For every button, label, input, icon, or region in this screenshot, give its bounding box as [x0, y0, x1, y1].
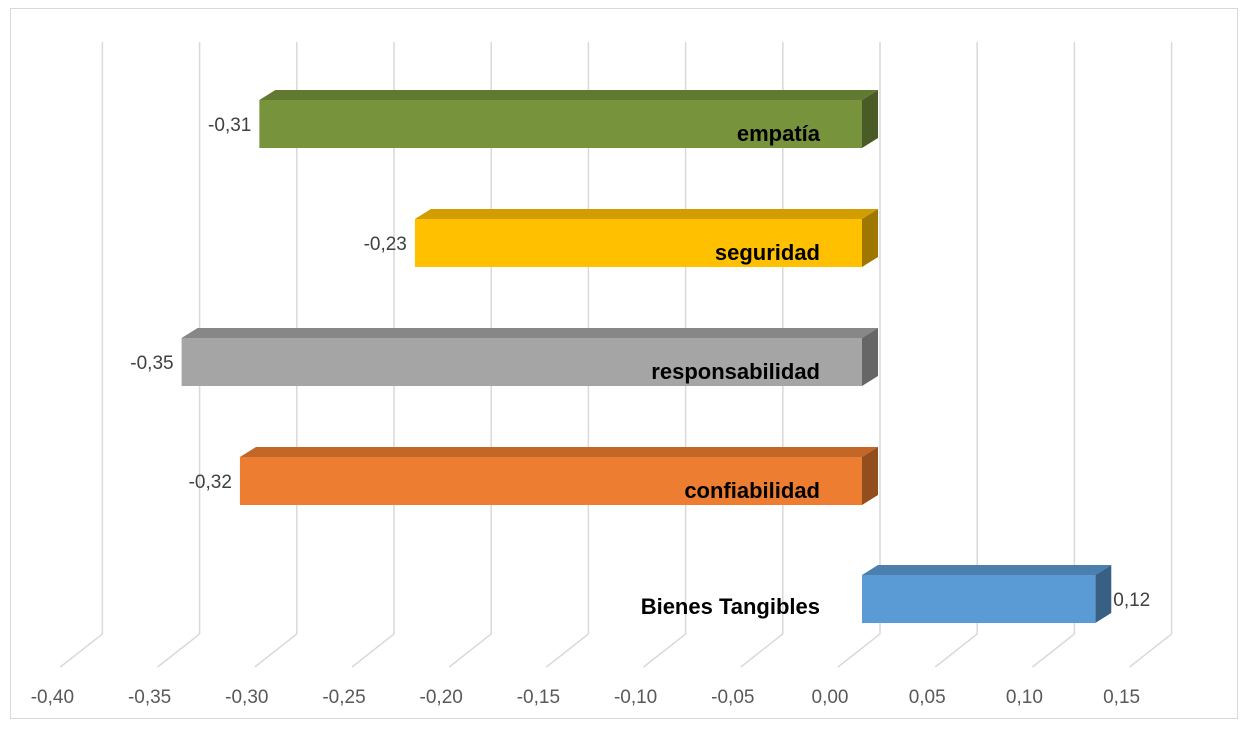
x-tick-label: -0,30 — [225, 687, 268, 708]
gridline-floor — [934, 633, 978, 668]
gridline-floor — [1031, 633, 1075, 668]
bar — [259, 100, 862, 148]
gridline-floor — [254, 633, 298, 668]
x-tick-label: -0,05 — [711, 687, 754, 708]
bar-top-face — [181, 328, 879, 338]
gridline-floor — [643, 633, 687, 668]
labels: -0,40 -0,35 -0,30 -0,25 -0,20 -0,15 -0,10 -0,05… — [31, 115, 1151, 708]
data-label: -0,31 — [208, 115, 251, 136]
gridline-floor — [545, 633, 589, 668]
x-tick-label: -0,35 — [128, 687, 171, 708]
category-label: seguridad — [715, 240, 820, 265]
bar-side-face — [862, 447, 878, 505]
x-tick-label: -0,20 — [420, 687, 463, 708]
bar-side-face — [862, 90, 878, 148]
gridline-floor — [157, 633, 201, 668]
x-tick-label: -0,15 — [517, 687, 560, 708]
x-tick-label: 0,00 — [812, 687, 849, 708]
bar-top-face — [414, 209, 878, 219]
gridline-floor — [740, 633, 784, 668]
x-tick-label: -0,10 — [614, 687, 657, 708]
bar-side-face — [1095, 565, 1112, 623]
x-tick-label: 0,05 — [909, 687, 946, 708]
data-label: -0,35 — [130, 353, 173, 374]
bar-top-face — [862, 565, 1112, 575]
bar — [181, 338, 863, 386]
data-label: -0,23 — [364, 234, 407, 255]
bar — [239, 457, 863, 505]
gridline-floor — [59, 633, 103, 668]
x-tick-label: 0,15 — [1103, 687, 1140, 708]
x-tick-label: 0,10 — [1006, 687, 1043, 708]
category-label: empatía — [737, 121, 821, 146]
category-label: responsabilidad — [651, 359, 820, 384]
gridline-floor — [351, 633, 395, 668]
bar — [862, 575, 1096, 623]
bar-top-face — [239, 447, 879, 457]
bar-top-face — [259, 90, 878, 100]
category-label: Bienes Tangibles — [641, 594, 820, 619]
bar-side-face — [862, 209, 878, 267]
bar-side-face — [862, 328, 878, 386]
data-label: 0,12 — [1113, 590, 1150, 611]
x-tick-label: -0,40 — [31, 687, 74, 708]
gridline-floor — [837, 633, 881, 668]
category-label: confiabilidad — [684, 478, 820, 503]
bar — [414, 219, 862, 267]
data-label: -0,32 — [189, 472, 232, 493]
gridline-floor — [1129, 633, 1173, 668]
bars — [181, 90, 1112, 623]
x-tick-label: -0,25 — [322, 687, 365, 708]
gridline-floor — [448, 633, 492, 668]
